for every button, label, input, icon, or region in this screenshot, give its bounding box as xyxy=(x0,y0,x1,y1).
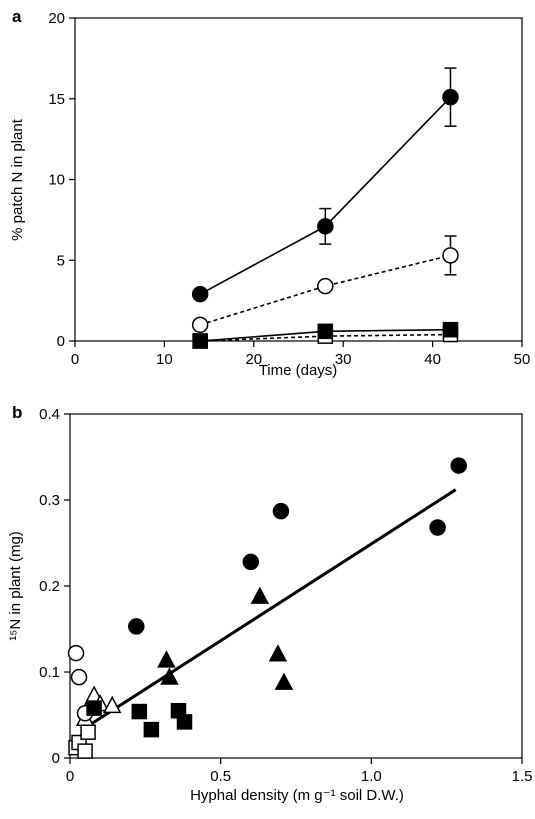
panel-b-point-filled-circle xyxy=(128,618,145,635)
panel-a-y-tick-label: 5 xyxy=(57,252,65,269)
panel-a-frame xyxy=(74,17,523,342)
panel-b: b 0 0.5 1.0 1.5 0 0.1 0.2 0.3 0.4 Hyphal densit… xyxy=(7,403,532,804)
panel-a-point-filled-square xyxy=(442,321,459,338)
panel-b-point-open-circle xyxy=(70,668,88,686)
panel-a: a 0 10 20 30 40 50 0 5 10 15 20 Time (days) % pat… xyxy=(9,7,530,379)
panel-b-y-tick-label: 0.1 xyxy=(39,664,60,681)
panel-b-point-open-square xyxy=(77,743,93,759)
panel-a-x-tick-label: 50 xyxy=(514,351,531,368)
panel-b-regression-line xyxy=(84,488,457,730)
panel-b-x-tick-label: 0 xyxy=(66,768,74,785)
panel-b-point-filled-triangle xyxy=(274,672,294,690)
panel-a-point-filled-circle xyxy=(191,285,209,303)
panel-b-point-open-triangle xyxy=(102,695,122,714)
panel-a-y-tick-label: 0 xyxy=(57,333,65,350)
panel-a-x-tick-label: 20 xyxy=(245,351,262,368)
panel-b-label: b xyxy=(12,403,22,422)
panel-b-y-tick-label: 0.4 xyxy=(39,406,60,423)
panel-b-y-axis-label: ¹⁵N in plant (mg) xyxy=(7,531,24,641)
panel-b-point-filled-circle xyxy=(429,519,446,536)
panel-a-x-axis-label: Time (days) xyxy=(259,362,338,379)
panel-b-point-filled-circle xyxy=(450,457,467,474)
panel-a-point-filled-circle xyxy=(442,88,459,106)
panel-a-point-filled-circle xyxy=(317,218,334,235)
panel-a-y-tick-label: 20 xyxy=(48,10,65,27)
panel-b-point-filled-triangle xyxy=(250,586,270,604)
panel-b-x-tick-label: 0.5 xyxy=(210,768,231,785)
panel-a-x-tick-label: 40 xyxy=(424,351,441,368)
panel-b-x-axis-label: Hyphal density (m g⁻¹ soil D.W.) xyxy=(190,787,404,804)
panel-a-series-line xyxy=(199,254,451,326)
panel-b-point-filled-triangle xyxy=(268,644,288,662)
panel-a-series-line xyxy=(199,96,452,295)
panel-a-label: a xyxy=(12,7,22,26)
panel-b-x-tick-label: 1.0 xyxy=(361,768,382,785)
panel-b-point-filled-circle xyxy=(242,553,260,571)
panel-a-y-tick-label: 10 xyxy=(48,172,65,189)
panel-a-x-tick-label: 30 xyxy=(335,351,352,368)
panel-b-point-filled-square xyxy=(86,700,102,716)
panel-b-point-filled-square xyxy=(143,721,160,738)
panel-a-x-tick-label: 0 xyxy=(71,351,79,368)
panel-a-y-tick-label: 15 xyxy=(48,91,65,108)
panel-b-y-tick-label: 0.3 xyxy=(39,492,60,509)
panel-b-point-filled-circle xyxy=(272,502,290,520)
panel-b-x-tick-label: 1.5 xyxy=(512,768,533,785)
panel-b-point-open-square xyxy=(80,724,96,740)
panel-b-point-filled-triangle xyxy=(157,650,176,668)
panel-a-point-open-circle xyxy=(191,316,209,334)
panel-b-point-filled-square xyxy=(131,703,148,720)
panel-b-y-tick-label: 0 xyxy=(52,750,60,767)
panel-a-y-axis-label: % patch N in plant xyxy=(9,118,26,241)
panel-b-point-open-circle xyxy=(67,644,85,662)
panel-b-point-filled-square xyxy=(176,714,193,730)
panel-a-point-filled-square xyxy=(317,323,334,340)
panel-a-point-open-circle xyxy=(442,247,459,264)
panel-a-point-open-circle xyxy=(317,277,334,295)
panel-a-point-filled-square xyxy=(192,333,208,349)
panel-b-point-filled-triangle xyxy=(160,667,179,685)
panel-b-y-tick-label: 0.2 xyxy=(39,578,60,595)
panel-a-x-tick-label: 10 xyxy=(156,351,173,368)
